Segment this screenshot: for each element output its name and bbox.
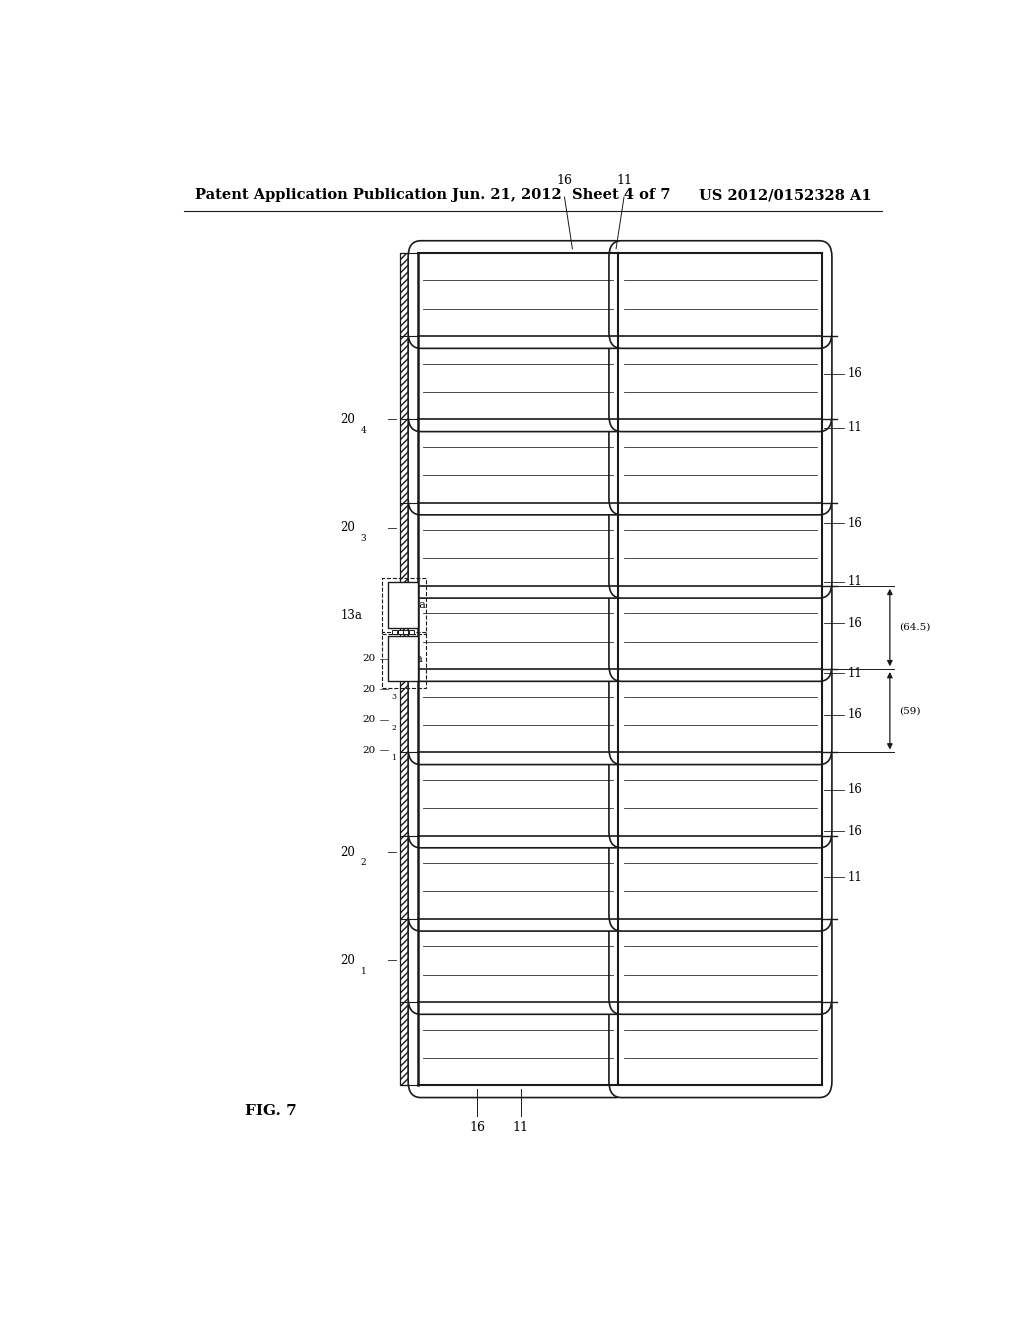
Text: 1: 1 bbox=[391, 754, 396, 762]
FancyBboxPatch shape bbox=[409, 657, 628, 764]
Bar bbox=[387, 636, 418, 681]
Text: 2: 2 bbox=[391, 723, 396, 731]
Text: Patent Application Publication: Patent Application Publication bbox=[196, 189, 447, 202]
FancyBboxPatch shape bbox=[609, 657, 831, 764]
Text: 1: 1 bbox=[360, 966, 367, 975]
Text: 16: 16 bbox=[848, 367, 862, 380]
FancyBboxPatch shape bbox=[409, 323, 628, 432]
Bar bbox=[403, 630, 409, 634]
Bar bbox=[409, 630, 414, 634]
Text: 20: 20 bbox=[362, 653, 376, 663]
Bar bbox=[387, 582, 418, 627]
FancyBboxPatch shape bbox=[609, 407, 831, 515]
Text: 20: 20 bbox=[362, 746, 376, 755]
FancyBboxPatch shape bbox=[609, 240, 831, 348]
Text: 20: 20 bbox=[362, 715, 376, 725]
Bar bbox=[382, 631, 426, 688]
Text: 16: 16 bbox=[556, 174, 572, 187]
FancyBboxPatch shape bbox=[409, 240, 628, 348]
FancyBboxPatch shape bbox=[409, 907, 628, 1014]
Text: 20: 20 bbox=[341, 846, 355, 859]
FancyBboxPatch shape bbox=[409, 574, 628, 681]
Text: 3: 3 bbox=[391, 693, 396, 701]
Text: 20: 20 bbox=[341, 954, 355, 968]
FancyBboxPatch shape bbox=[409, 407, 628, 515]
Text: 11: 11 bbox=[848, 667, 862, 680]
FancyBboxPatch shape bbox=[409, 491, 628, 598]
Text: 16: 16 bbox=[848, 783, 862, 796]
Text: 16: 16 bbox=[848, 517, 862, 529]
FancyBboxPatch shape bbox=[609, 574, 831, 681]
Bar bbox=[400, 253, 418, 1085]
FancyBboxPatch shape bbox=[609, 491, 831, 598]
Text: 20: 20 bbox=[341, 521, 355, 535]
Text: 4: 4 bbox=[391, 663, 396, 671]
FancyBboxPatch shape bbox=[409, 990, 628, 1097]
Text: 16: 16 bbox=[469, 1121, 485, 1134]
Text: 4: 4 bbox=[360, 425, 367, 434]
Text: (64.5): (64.5) bbox=[899, 623, 931, 632]
Text: 16: 16 bbox=[848, 616, 862, 630]
Text: 11: 11 bbox=[513, 1121, 528, 1134]
FancyBboxPatch shape bbox=[609, 741, 831, 847]
Text: 11: 11 bbox=[848, 871, 862, 884]
Text: FIG. 7: FIG. 7 bbox=[246, 1104, 297, 1118]
Text: 11: 11 bbox=[848, 421, 862, 434]
FancyBboxPatch shape bbox=[609, 323, 831, 432]
Text: (59): (59) bbox=[899, 706, 921, 715]
Text: 11: 11 bbox=[848, 576, 862, 589]
Text: Jun. 21, 2012  Sheet 4 of 7: Jun. 21, 2012 Sheet 4 of 7 bbox=[452, 189, 671, 202]
Text: 11: 11 bbox=[616, 174, 632, 187]
FancyBboxPatch shape bbox=[409, 824, 628, 931]
Text: 16: 16 bbox=[848, 825, 862, 838]
Text: 20a: 20a bbox=[406, 599, 426, 610]
Text: 20: 20 bbox=[362, 685, 376, 693]
FancyBboxPatch shape bbox=[609, 824, 831, 931]
Text: 13a: 13a bbox=[341, 609, 362, 622]
Bar bbox=[382, 578, 426, 634]
Text: US 2012/0152328 A1: US 2012/0152328 A1 bbox=[699, 189, 872, 202]
Text: 20a: 20a bbox=[402, 653, 424, 664]
Bar bbox=[392, 630, 397, 634]
FancyBboxPatch shape bbox=[609, 990, 831, 1097]
Text: 2: 2 bbox=[360, 858, 367, 867]
Text: 20: 20 bbox=[341, 413, 355, 426]
Text: 16: 16 bbox=[848, 709, 862, 722]
FancyBboxPatch shape bbox=[409, 741, 628, 847]
Text: 3: 3 bbox=[360, 533, 367, 543]
FancyBboxPatch shape bbox=[609, 907, 831, 1014]
Bar bbox=[397, 630, 402, 634]
